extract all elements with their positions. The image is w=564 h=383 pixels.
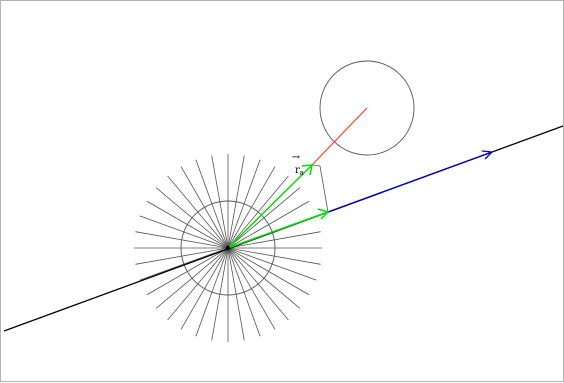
red-segment [311,107,368,166]
projection-line [319,165,329,213]
green-vector-projection [227,211,329,249]
projection-tick [311,164,321,167]
origin-circle [180,200,276,296]
green-vector-r-a-arrowhead [301,164,313,176]
vector-label: r [295,165,300,176]
blue-vector [327,151,493,213]
upper-circle [319,60,415,156]
vector-label-subscript: a [300,169,304,177]
vector-label-arrow: → [292,152,301,163]
green-vector-r-a [227,164,313,249]
blue-vector-arrowhead [481,150,494,160]
green-vector-projection-arrowhead [317,208,330,220]
origin-point [225,245,231,251]
